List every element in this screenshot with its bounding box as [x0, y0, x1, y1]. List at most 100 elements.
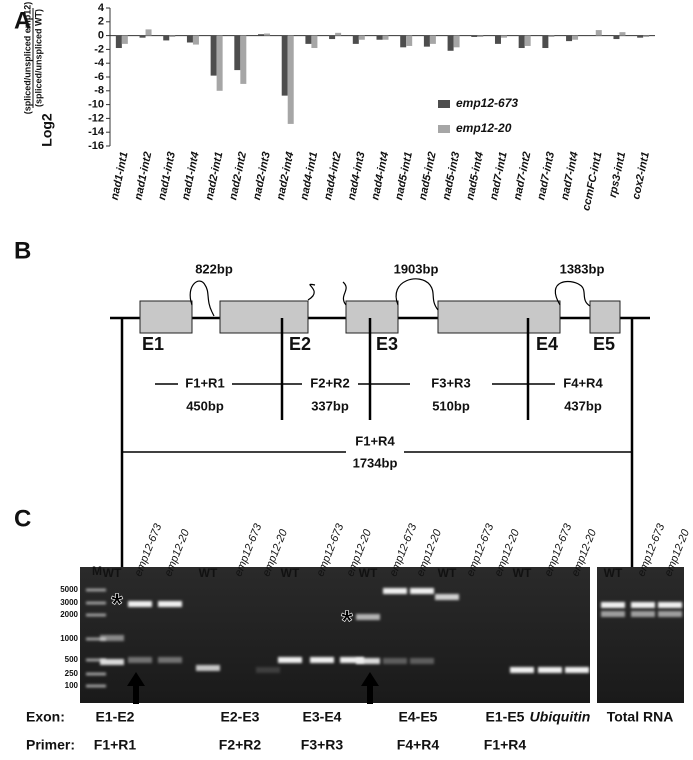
lane-label: WT [438, 566, 457, 580]
marker-band [86, 588, 106, 592]
bar [145, 29, 152, 36]
intron-size: 822bp [195, 261, 233, 276]
legend-swatch [438, 100, 450, 108]
bar [382, 35, 389, 40]
intron-size: 1903bp [394, 261, 439, 276]
y-label-numerator: (spliced/unspliced emp12) [22, 2, 32, 115]
gel-band [383, 588, 407, 594]
bar [471, 35, 478, 37]
panel-label: A [14, 7, 31, 34]
gel [80, 567, 590, 703]
exon-row-label: Exon: [26, 709, 65, 725]
exon-pair: E4-E5 [399, 709, 438, 725]
primer-pair: F2+R2 [219, 737, 262, 753]
marker-size: 250 [65, 669, 79, 678]
intron-loop [189, 280, 213, 313]
gel-band [565, 667, 589, 673]
amplicon-size: 337bp [311, 398, 349, 413]
panel-b: B 822bp 1903bp 1383bp E1 E2 E3 E4 E5 F1+R1 450bp F2… [14, 237, 650, 578]
arrow [127, 672, 145, 704]
exon-pair: E3-E4 [303, 709, 342, 725]
x-tick-label: nad4-int4 [369, 151, 391, 201]
y-tick-label: -4 [94, 57, 105, 69]
bar [376, 35, 383, 40]
bar [305, 35, 312, 44]
panel-label: C [14, 505, 31, 532]
y-tick-label: -14 [88, 126, 105, 138]
bar [281, 35, 288, 96]
marker-band [86, 658, 106, 662]
primer-pair: F1+R4 [355, 433, 395, 448]
lane-label: WT [359, 566, 378, 580]
gel-band [356, 614, 380, 620]
bar [447, 35, 454, 51]
gel-band [256, 667, 280, 673]
bar [163, 35, 170, 41]
gel-band [158, 601, 182, 607]
y-tick-label: -2 [94, 43, 104, 55]
y-tick-label: -6 [94, 71, 104, 83]
exon-label: E5 [593, 334, 615, 354]
primer-row-label: Primer: [26, 737, 75, 753]
gel-band [310, 657, 334, 663]
bar [186, 35, 193, 43]
exon-pair: Total RNA [607, 709, 674, 725]
gel-band [601, 602, 625, 608]
x-tick-label: nad4-int2 [322, 151, 344, 201]
exon-pair: E2-E3 [221, 709, 260, 725]
bar [595, 30, 602, 36]
x-tick-label: nad2-int1 [204, 151, 226, 201]
exon-pair: E1-E2 [96, 709, 135, 725]
bar [542, 35, 549, 49]
lane-label: WT [513, 566, 532, 580]
marker-size: 100 [65, 681, 79, 690]
lane-label: WT [281, 566, 300, 580]
marker-size: 1000 [60, 634, 78, 643]
primer-pair: F1+R1 [94, 737, 137, 753]
bar [406, 35, 413, 46]
gel-band [128, 601, 152, 607]
exon-box [139, 300, 193, 334]
x-tick-label: nad2-int3 [251, 151, 273, 201]
gel-band [278, 657, 302, 663]
bar [169, 35, 176, 37]
marker-band [86, 601, 106, 605]
primer-pair: F1+R4 [484, 737, 527, 753]
gel-band [631, 611, 655, 617]
intron-size: 1383bp [560, 261, 605, 276]
bar [258, 34, 265, 36]
y-tick-label: 0 [98, 30, 104, 42]
bar [566, 35, 573, 42]
bar [139, 35, 146, 38]
exon-box [437, 300, 561, 334]
bar [287, 35, 294, 124]
bar [234, 35, 241, 71]
bar [121, 35, 128, 44]
gel-band [538, 667, 562, 673]
y-tick-label: 2 [98, 16, 104, 28]
primer-pair: F3+R3 [301, 737, 344, 753]
x-tick-label: nad7-int2 [512, 151, 534, 201]
marker-band [86, 637, 106, 641]
bar [643, 35, 650, 37]
x-tick-label: nad5-int4 [464, 151, 486, 201]
marker-band [86, 613, 106, 617]
gel-band [410, 588, 434, 594]
gel-band [196, 665, 220, 671]
exon-pair: E1-E5 [486, 709, 525, 725]
y-tick-label: -10 [88, 99, 104, 111]
exon-pair: Ubiquitin [530, 709, 591, 725]
gel-band [100, 659, 124, 665]
y-tick-label: -12 [88, 112, 104, 124]
x-tick-label: rps3-int1 [607, 151, 628, 199]
x-tick-label: nad5-int3 [440, 151, 462, 201]
marker-label: M [92, 564, 102, 578]
gel-band [383, 658, 407, 664]
bar [494, 35, 501, 44]
gel-band [356, 658, 380, 664]
gel-band [158, 657, 182, 663]
gel-band [410, 658, 434, 664]
gel-band [340, 657, 364, 663]
x-tick-label: nad5-int1 [393, 151, 415, 201]
